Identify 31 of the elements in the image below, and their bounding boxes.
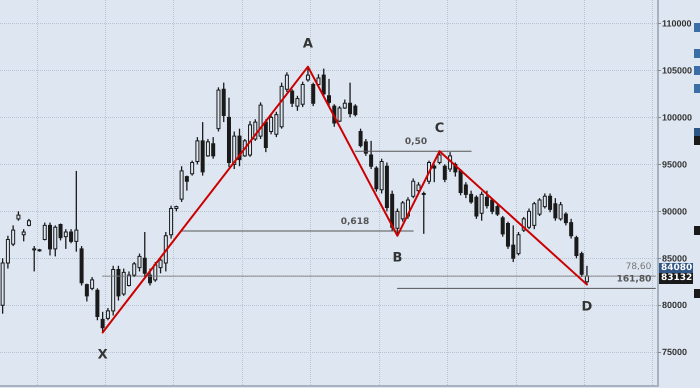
series-label: 0,50: [404, 137, 428, 148]
y-tick-label: 100000: [662, 112, 692, 122]
data-label: C: [434, 121, 444, 136]
data-label: B: [392, 250, 402, 266]
data-label: X: [98, 347, 108, 362]
series-label: 78,60: [626, 262, 652, 272]
series-label: 161,80: [616, 274, 652, 284]
candlestick: [16, 210, 20, 222]
candlestick: [422, 190, 426, 235]
candlestick: [327, 78, 331, 107]
y-tick-label: 85000: [662, 253, 688, 264]
candlestick: [584, 265, 589, 286]
text: 83132: [659, 273, 693, 284]
data-label: D: [582, 300, 593, 315]
data-label: A: [302, 36, 313, 52]
y-tick-label: 75000: [662, 347, 688, 358]
y-tick-label: 90000: [662, 206, 688, 216]
candlestick: [22, 228, 26, 242]
y-tick-label: 105000: [662, 65, 692, 76]
candlestick: [306, 66, 310, 82]
candlestick: [438, 151, 442, 166]
candlestick: [100, 311, 105, 334]
series-label: 0,618: [340, 217, 370, 228]
candlestick: [311, 82, 316, 107]
candlestick: [369, 140, 374, 170]
text: 84080: [659, 263, 693, 274]
candlestick: [190, 160, 194, 176]
y-tick-label: 95000: [662, 159, 688, 170]
y-tick-label: 80000: [662, 300, 688, 310]
y-tick-label: 110000: [662, 18, 692, 28]
candlestick: [432, 164, 436, 183]
